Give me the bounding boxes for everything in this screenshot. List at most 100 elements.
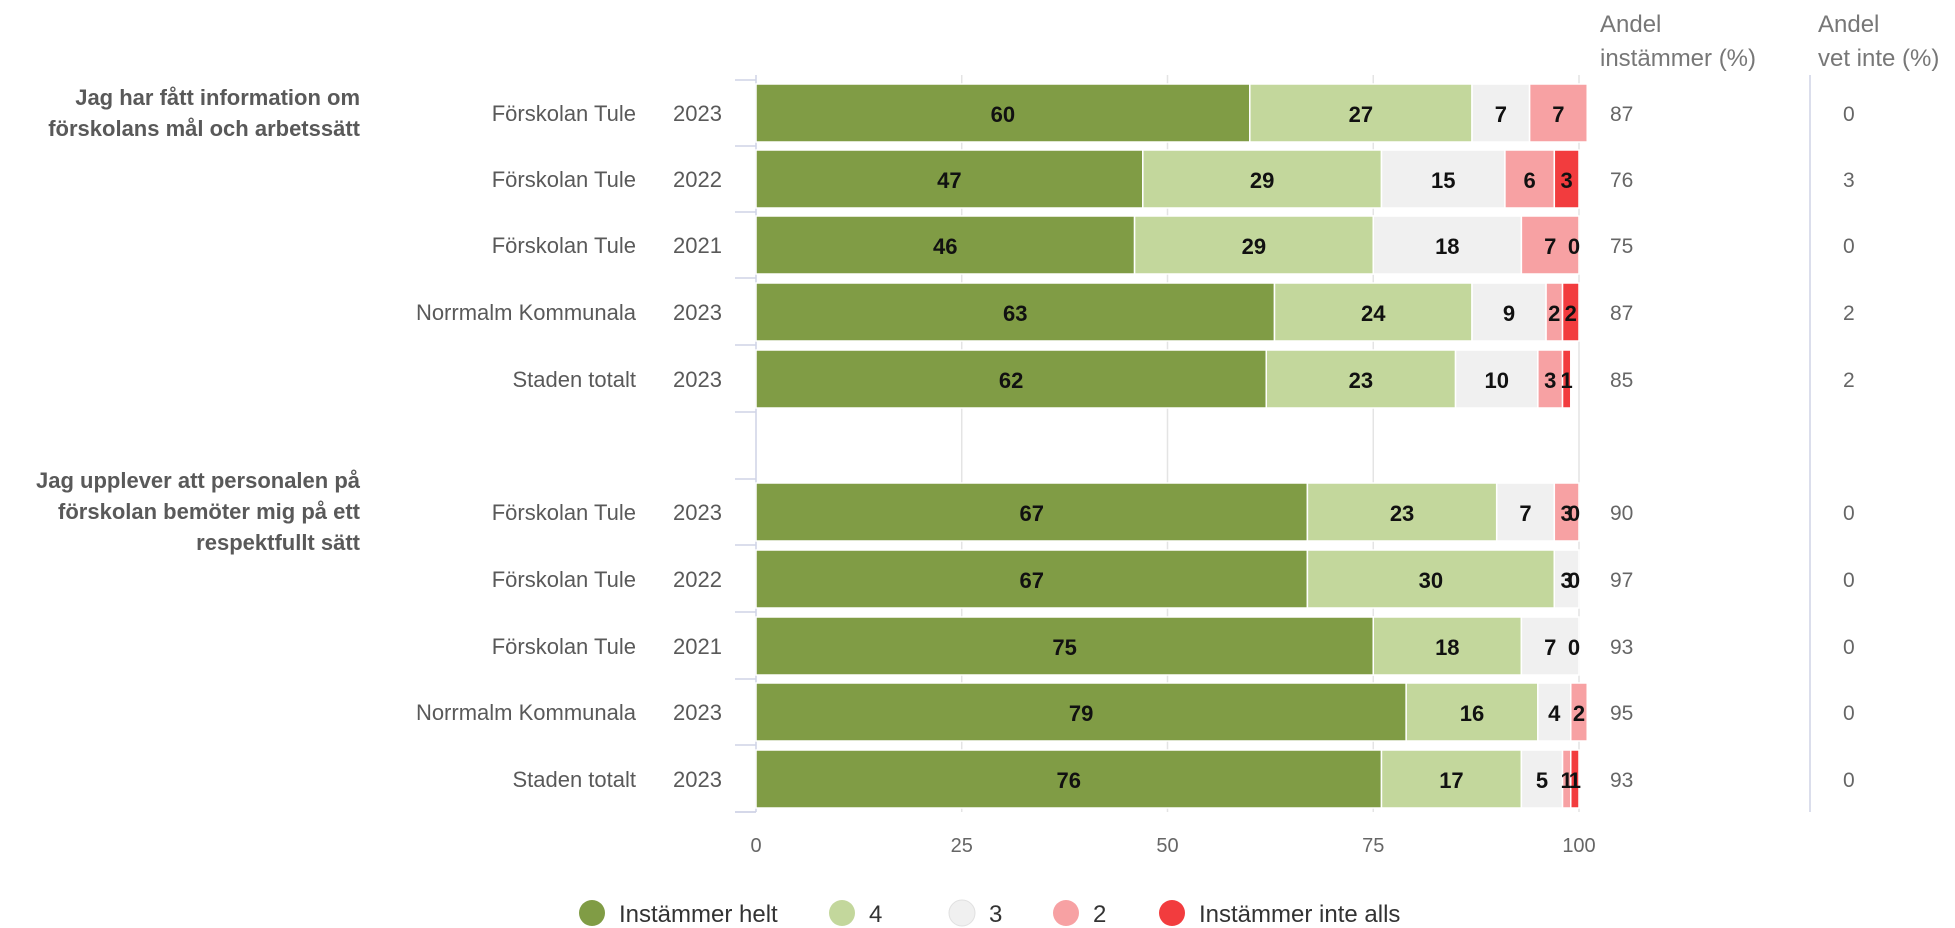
data-label: 23: [1390, 501, 1414, 526]
bar-segment-2: [1372, 616, 1523, 676]
data-label: 2: [1573, 701, 1585, 726]
question-title: Jag upplever att personalen på: [36, 468, 361, 493]
bar-segment-2: [1380, 749, 1523, 809]
data-label: 1: [1569, 768, 1581, 793]
question-title: respektfullt sätt: [196, 530, 360, 555]
x-tick-label: 25: [951, 835, 973, 857]
vet-inte-value: 0: [1843, 636, 1855, 659]
vet-inte-value: 0: [1843, 769, 1855, 792]
data-label: 75: [1052, 635, 1076, 660]
bar-segment-4: [1520, 215, 1580, 275]
bar-segment-2: [1405, 682, 1539, 742]
legend-label: 4: [869, 901, 882, 928]
bar-segment-2: [1249, 83, 1473, 143]
data-label: 1: [1561, 368, 1573, 393]
bar-segment-1: [755, 349, 1268, 409]
question-title: förskolan bemöter mig på ett: [58, 499, 361, 524]
bar-segment-3: [1553, 549, 1580, 609]
row-label: Staden totalt: [512, 367, 636, 392]
instammer-value: 90: [1610, 502, 1633, 525]
data-label: 1: [1561, 768, 1573, 793]
data-label: 24: [1361, 301, 1386, 326]
data-label: 46: [933, 234, 957, 259]
row-year: 2022: [673, 567, 722, 592]
row-year: 2023: [673, 767, 722, 792]
vet-inte-value: 2: [1843, 369, 1855, 392]
data-label: 67: [1019, 501, 1043, 526]
bar-segment-2: [1306, 549, 1556, 609]
bar-segment-4: [1528, 83, 1588, 143]
legend-marker: [948, 899, 976, 927]
data-label: 7: [1519, 501, 1531, 526]
instammer-value: 85: [1610, 369, 1633, 392]
instammer-value: 95: [1610, 702, 1633, 725]
legend-marker: [1159, 900, 1185, 926]
bar-segment-5: [1570, 749, 1580, 809]
bar-segment-2: [1306, 482, 1498, 542]
bar-segment-1: [755, 215, 1136, 275]
data-label: 79: [1069, 701, 1093, 726]
row-year: 2023: [673, 101, 722, 126]
row-year: 2023: [673, 367, 722, 392]
data-label: 67: [1019, 568, 1043, 593]
data-label: 16: [1460, 701, 1484, 726]
row-label: Förskolan Tule: [492, 567, 636, 592]
row-labels: Jag har fått information om förskolans må…: [36, 85, 722, 792]
data-label: 15: [1431, 168, 1455, 193]
data-label: 7: [1495, 102, 1507, 127]
bars: 60 27 7 747 29 15 6 346 29 18 7 063 24 9 2 262 23 10 3 167 2…: [755, 83, 1588, 809]
data-label: 7: [1552, 102, 1564, 127]
bar-segment-4: [1537, 349, 1564, 409]
bar-segment-1: [755, 749, 1383, 809]
x-tick-label: 75: [1362, 835, 1384, 857]
data-label: 2: [1565, 301, 1577, 326]
bar-segment-1: [755, 682, 1407, 742]
legend: Instämmer helt 4 3 2 Instämmer inte alls: [579, 899, 1400, 928]
data-label: 0: [1568, 568, 1580, 593]
bar-segment-2: [1273, 282, 1473, 342]
row-label: Norrmalm Kommunala: [416, 300, 637, 325]
bar-segment-4: [1504, 149, 1556, 209]
data-label: 7: [1544, 635, 1556, 660]
row-year: 2023: [673, 700, 722, 725]
data-label: 29: [1250, 168, 1274, 193]
question-title: Jag har fått information om: [75, 85, 360, 110]
row-label: Norrmalm Kommunala: [416, 700, 637, 725]
bar-segment-3: [1471, 282, 1547, 342]
bar-segment-2: [1265, 349, 1457, 409]
bar-segment-2: [1142, 149, 1383, 209]
vet-inte-value: 0: [1843, 569, 1855, 592]
bar-segment-4: [1553, 482, 1580, 542]
bar-segment-1: [755, 482, 1309, 542]
vet-inte-value: 2: [1843, 302, 1855, 325]
legend-label: 3: [989, 901, 1002, 928]
vet-inte-value: 3: [1843, 169, 1855, 192]
bar-segment-3: [1537, 682, 1572, 742]
vet-inte-value: 0: [1843, 702, 1855, 725]
instammer-value: 76: [1610, 169, 1633, 192]
bar-segment-5: [1561, 349, 1572, 409]
instammer-value: 75: [1610, 235, 1633, 258]
data-label: 60: [991, 102, 1015, 127]
instammer-value: 93: [1610, 636, 1633, 659]
bar-segment-1: [755, 282, 1276, 342]
side-column-header-line2: vet inte (%): [1818, 45, 1939, 72]
instammer-value: 87: [1610, 103, 1633, 126]
instammer-value: 97: [1610, 569, 1633, 592]
x-axis: 0 25 50 75 100: [750, 835, 1595, 857]
data-label: 3: [1561, 501, 1573, 526]
side-column-header-line2: instämmer (%): [1600, 45, 1756, 72]
data-label: 27: [1349, 102, 1373, 127]
bar-segment-1: [755, 83, 1251, 143]
row-year: 2021: [673, 634, 722, 659]
data-label: 18: [1435, 635, 1459, 660]
row-label: Förskolan Tule: [492, 101, 636, 126]
row-year: 2022: [673, 167, 722, 192]
data-label: 18: [1435, 234, 1459, 259]
data-label: 0: [1568, 234, 1580, 259]
vet-inte-value: 0: [1843, 502, 1855, 525]
legend-marker: [579, 900, 605, 926]
data-label: 62: [999, 368, 1023, 393]
row-year: 2023: [673, 500, 722, 525]
